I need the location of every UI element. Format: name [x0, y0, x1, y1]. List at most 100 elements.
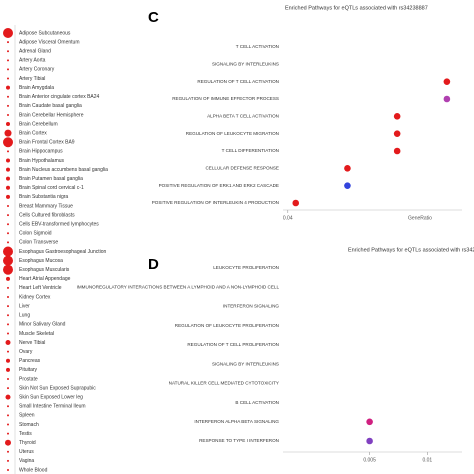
pathway-dot — [443, 78, 451, 85]
tissue-dot — [3, 264, 13, 275]
tissue-label: Adrenal Gland — [19, 49, 51, 55]
tissue-dot — [7, 405, 9, 408]
tissue-dot — [7, 469, 9, 471]
tissue-dot — [7, 104, 9, 107]
pathway-label: REGULATION OF LEUKOCYTE MIGRATION — [186, 131, 279, 136]
tissue-dot — [7, 68, 9, 71]
pathway-dot — [393, 113, 401, 120]
pathway-dot — [344, 182, 351, 189]
tissue-label: Artery Tibial — [19, 76, 45, 82]
tissue-dot — [7, 423, 9, 426]
tissue-dot — [7, 459, 9, 462]
tissue-label: Artery Coronary — [19, 67, 55, 73]
tissue-dot — [5, 439, 11, 446]
tissue-label: Brain Hypothalamus — [19, 158, 65, 164]
tissue-dot — [7, 204, 9, 207]
pathway-label: IMMUNOREGULATORY INTERACTIONS BETWEEN A … — [77, 284, 280, 289]
tissue-dot — [7, 296, 9, 299]
tissue-label: Liver — [19, 303, 30, 309]
tissue-label: Brain Cerebellum — [19, 121, 58, 127]
pathway-label: CELLULAR DEFENSE RESPONSE — [205, 166, 279, 171]
tissue-dot — [6, 276, 10, 281]
tissue-label: Spleen — [19, 413, 35, 419]
pathway-label: SIGNALING BY INTERLEUKINS — [212, 62, 279, 67]
pathway-label: B CELL ACTIVATION — [235, 400, 279, 405]
tissue-label: Brain Spinal cord cervical c-1 — [19, 185, 84, 191]
tissue-label: Small Intestine Terminal Ileum — [19, 404, 86, 410]
pathway-label: REGULATION OF IMMUNE EFFECTOR PROCESS — [172, 96, 279, 101]
tissue-dot — [6, 85, 10, 90]
tissue-dot — [7, 314, 9, 317]
tissue-dot — [7, 350, 9, 353]
tissue-label: Testis — [19, 431, 32, 437]
tissue-dot — [7, 377, 9, 380]
tissue-dot — [7, 77, 9, 80]
tissue-label: Uterus — [19, 449, 34, 455]
tissue-label: Kidney Cortex — [19, 294, 51, 300]
tissue-dot — [7, 387, 9, 390]
pathway-label: REGULATION OF T CELL ACTIVATION — [197, 79, 279, 84]
tissue-dot — [7, 41, 9, 44]
pathway-label: LEUKOCYTE PROLIFERATION — [213, 265, 279, 270]
x-axis-label: GeneRatio — [408, 215, 432, 221]
tissue-label: Minor Salivary Gland — [19, 322, 66, 328]
pathway-label: ALPHA BETA T CELL ACTIVATION — [207, 114, 279, 119]
tissue-label: Cells Cultured fibroblasts — [19, 212, 75, 218]
tissue-dot — [7, 59, 9, 62]
tissue-dot — [7, 50, 9, 53]
tissue-label: Brain Anterior cingulate cortex BA24 — [19, 94, 100, 100]
tissue-dot — [3, 137, 13, 148]
pathway-label: RESPONSE TO TYPE I INTERFERON — [199, 438, 279, 443]
tissue-dot — [6, 185, 10, 190]
pathway-dot — [344, 165, 351, 172]
tissue-dot — [4, 129, 12, 137]
tissue-label: Brain Cerebellar Hemisphere — [19, 112, 84, 118]
tissue-dot — [6, 358, 10, 363]
tissue-dot — [3, 246, 13, 257]
tissue-label: Brain Hippocampus — [19, 149, 63, 155]
tissue-dot — [5, 394, 11, 400]
pathway-dot — [292, 199, 300, 207]
tissue-label: Thyroid — [19, 440, 36, 446]
tissue-label: Muscle Skeletal — [19, 331, 54, 337]
tissue-dot — [6, 167, 10, 172]
panel-title: Enriched Pathways for eQTLs associated w… — [285, 5, 428, 11]
tissue-label: Adipose Visceral Omentum — [19, 39, 80, 45]
tissue-label: Adipose Subcutaneous — [19, 30, 71, 36]
tissue-label: Lung — [19, 313, 30, 319]
tissue-label: Skin Sun Exposed Lower leg — [19, 394, 83, 400]
tissue-dot — [7, 286, 9, 289]
tissue-dot — [3, 28, 13, 38]
pathway-label: T CELL DIFFERENTIATION — [222, 148, 279, 153]
tissue-label: Ovary — [19, 349, 33, 355]
pathway-label: NATURAL KILLER CELL MEDIATED CYTOTOXICIT… — [169, 381, 279, 386]
tissue-dot — [7, 432, 9, 435]
tissue-label: Colon Transverse — [19, 240, 58, 246]
tissue-label: Brain Cortex — [19, 130, 47, 136]
tissue-dot — [7, 305, 9, 308]
panel-title: Enriched Pathways for eQTLs associated w… — [348, 247, 474, 253]
pathway-label: POSITIVE REGULATION OF ERK1 AND ERK2 CAS… — [159, 183, 279, 188]
tissue-dot — [7, 232, 9, 235]
tissue-dot — [7, 450, 9, 453]
tissue-label: Colon Sigmoid — [19, 231, 52, 237]
tissue-dot — [6, 158, 10, 163]
tissue-label: Heart Left Ventricle — [19, 285, 62, 291]
tissue-dot — [7, 323, 9, 326]
tissue-dot — [5, 340, 11, 346]
pathway-dot — [366, 418, 373, 426]
tissue-label: Stomach — [19, 422, 39, 428]
tissue-label: Pituitary — [19, 367, 38, 373]
tissue-label: Pancreas — [19, 358, 41, 364]
tissue-dot — [6, 194, 10, 199]
pathway-label: REGULATION OF T CELL PROLIFERATION — [187, 342, 279, 347]
x-tick-label: 0.01 — [422, 457, 432, 463]
tissue-label: Brain Putamen basal ganglia — [19, 176, 83, 182]
tissue-label: Whole Blood — [19, 467, 48, 473]
tissue-label: Skin Not Sun Exposed Suprapubic — [19, 385, 96, 391]
tissue-label: Brain Substantia nigra — [19, 194, 68, 200]
tissue-dot — [7, 214, 9, 217]
tissue-dot — [7, 241, 9, 244]
tissue-dot — [6, 122, 10, 127]
